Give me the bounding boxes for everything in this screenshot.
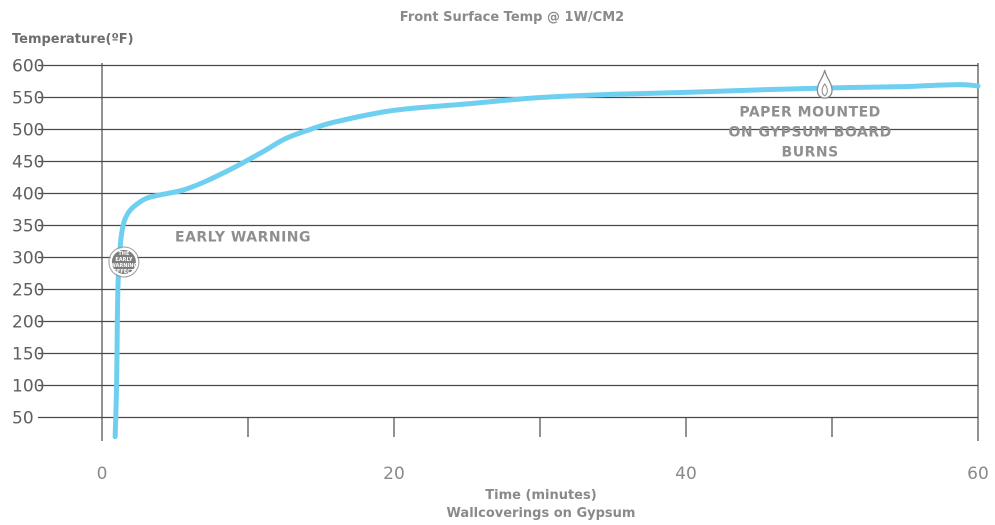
annotation-text: PAPER MOUNTED <box>739 105 880 121</box>
annotations: EARLY WARNING PAPER MOUNTED ON GYPSUM BOAR… <box>175 105 891 246</box>
badge-text: EARLY <box>115 257 133 263</box>
annotation-text: ON GYPSUM BOARD <box>728 125 891 141</box>
badge-text: WARNING <box>110 263 137 269</box>
series-lines <box>112 82 981 440</box>
x-tick-label: 0 <box>97 464 108 484</box>
x-tick-label: 60 <box>967 464 989 484</box>
y-tick-label: 150 <box>12 345 44 365</box>
y-axis-label: Temperature(ºF) <box>12 32 134 47</box>
annotation-text: EARLY WARNING <box>175 230 311 246</box>
y-tick-label: 550 <box>12 89 44 109</box>
y-tick-label: 100 <box>12 377 44 397</box>
y-tick-labels: 600 550 500 450 400 350 300 250 200 150 100 50 <box>12 57 44 429</box>
badge-ring <box>108 246 140 278</box>
chart-title: Front Surface Temp @ 1W/CM2 <box>400 10 624 25</box>
y-tick-label: 500 <box>12 121 44 141</box>
flame-icon <box>816 69 833 99</box>
y-tick-label: 350 <box>12 217 44 237</box>
badge-text: THE <box>118 251 130 257</box>
x-tick-label: 20 <box>383 464 405 484</box>
badge-text: EFFECT <box>114 269 135 275</box>
y-tick-label: 200 <box>12 313 44 333</box>
y-tick-label: 450 <box>12 153 44 173</box>
y-tick-label: 50 <box>12 409 34 429</box>
annotation-text: BURNS <box>782 145 839 161</box>
x-tick-label: 40 <box>675 464 697 484</box>
x-tick-labels: 0 20 40 60 <box>97 464 989 484</box>
x-axis-label: Time (minutes) <box>485 488 596 503</box>
gridlines <box>38 63 979 441</box>
chart-subtitle: Wallcoverings on Gypsum <box>447 506 636 521</box>
y-tick-label: 400 <box>12 185 44 205</box>
y-tick-label: 250 <box>12 281 44 301</box>
flame-inner <box>821 83 828 97</box>
y-tick-label: 600 <box>12 57 44 77</box>
series-line <box>112 82 981 440</box>
y-tick-label: 300 <box>12 249 44 269</box>
badge-circle <box>109 247 138 276</box>
